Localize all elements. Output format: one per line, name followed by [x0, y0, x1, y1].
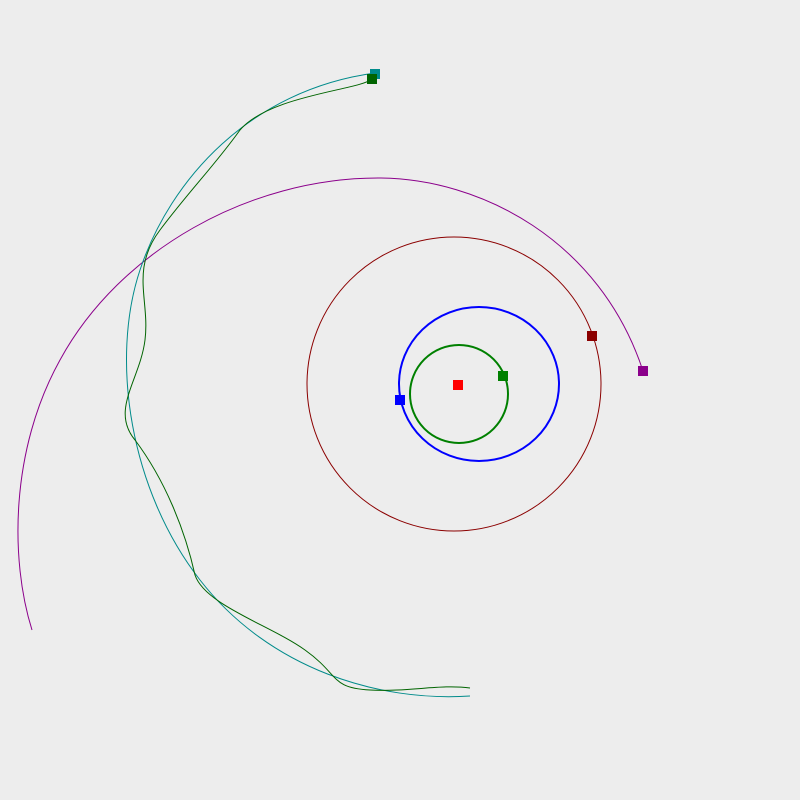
orbit-moon-5 [124, 78, 471, 691]
body-planet-2 [395, 395, 405, 405]
orbit-planet-4 [17, 177, 644, 631]
body-planet-4 [638, 366, 648, 376]
star-sun [453, 380, 463, 390]
orbit-planet-5 [126, 72, 471, 698]
orbit-planet-1 [409, 344, 509, 444]
orbit-planet-2 [398, 306, 560, 462]
body-planet-1 [498, 371, 508, 381]
orbit-planet-3 [306, 236, 602, 532]
body-planet-3 [587, 331, 597, 341]
body-moon-5 [367, 74, 377, 84]
